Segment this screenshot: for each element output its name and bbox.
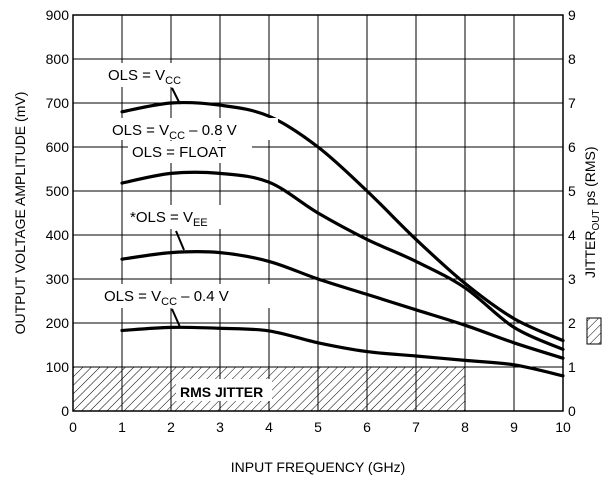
rms-jitter-label: RMS JITTER [180, 384, 263, 400]
series-line-3 [120, 325, 565, 378]
x-tick-label-7: 7 [412, 419, 420, 435]
ann-vcc04-arrow [171, 308, 181, 328]
ann-vcc-pre: OLS = V [108, 67, 165, 84]
annotation-ols-vcc: OLS = VCC [104, 63, 210, 105]
y-tick-label-6: 600 [46, 139, 70, 155]
y2-axis-title-main: JITTER [582, 231, 598, 278]
y2-axis-title-sub: OUT [591, 209, 602, 230]
series-line-1 [120, 170, 565, 351]
y2-axis-title: JITTEROUT ps (RMS) [582, 146, 602, 278]
tick-labels: 0 1 2 3 4 5 6 7 8 9 100100200300400500600700800900… [46, 7, 576, 435]
y2-tick-label-9: 9 [568, 7, 576, 23]
y2-tick-label-7: 7 [568, 95, 576, 111]
series-lines [120, 100, 565, 378]
y2-tick-label-8: 8 [568, 51, 576, 67]
y-axis-title: OUTPUT VOLTAGE AMPLITUDE (mV) [12, 92, 28, 335]
ann-vcc-arrow [171, 87, 181, 105]
x-tick-label-3: 3 [216, 419, 224, 435]
x-tick-label-0: 0 [69, 419, 77, 435]
svg-text:OLS = VCC: OLS = VCC [108, 67, 181, 87]
y-tick-label-7: 700 [46, 95, 70, 111]
x-tick-label-4: 4 [265, 419, 273, 435]
x-tick-label-8: 8 [461, 419, 469, 435]
ann-float: OLS = FLOAT [132, 144, 226, 161]
y2-tick-label-2: 2 [568, 315, 576, 331]
rms-jitter-label-bg [176, 379, 272, 401]
y2-axis-title-suffix: ps (RMS) [582, 146, 598, 209]
ann-vee-arrow [175, 230, 185, 251]
y2-tick-label-4: 4 [568, 227, 576, 243]
y-tick-label-5: 500 [46, 183, 70, 199]
svg-text:OLS = VCC – 0.8 V: OLS = VCC – 0.8 V [112, 122, 237, 142]
svg-text:OLS = VCC – 0.4 V: OLS = VCC – 0.4 V [104, 288, 229, 308]
x-tick-label-5: 5 [314, 419, 322, 435]
ann-vee-pre: *OLS = V [130, 209, 193, 226]
y-tick-label-9: 900 [46, 7, 70, 23]
x-axis-title: INPUT FREQUENCY (GHz) [231, 459, 406, 475]
jitter-legend-swatch [586, 317, 602, 345]
y-tick-label-2: 200 [46, 315, 70, 331]
plot-frame [72, 14, 564, 412]
ann-vcc08-pre: OLS = V [112, 122, 169, 139]
y-tick-label-8: 800 [46, 51, 70, 67]
y2-tick-label-1: 1 [568, 359, 576, 375]
ann-vcc04-pre: OLS = V [104, 288, 161, 305]
ann-vcc08-sub: CC [169, 130, 185, 142]
x-tick-label-10: 10 [555, 419, 571, 435]
x-tick-label-6: 6 [363, 419, 371, 435]
ann-vcc04-sub: CC [161, 296, 177, 308]
y2-tick-label-5: 5 [568, 183, 576, 199]
y-tick-label-1: 100 [46, 359, 70, 375]
y2-tick-label-3: 3 [568, 271, 576, 287]
annotation-ols-vcc-04: OLS = VCC – 0.4 V [100, 284, 278, 328]
x-tick-label-9: 9 [510, 419, 518, 435]
x-tick-label-2: 2 [167, 419, 175, 435]
ann-vcc-sub: CC [165, 75, 181, 87]
annotation-ols-float: OLS = FLOAT [128, 141, 252, 163]
y2-tick-label-0: 0 [568, 403, 576, 419]
series-line-2 [120, 250, 565, 360]
y-tick-label-3: 300 [46, 271, 70, 287]
annotation-ols-vcc-08: OLS = VCC – 0.8 V [108, 118, 278, 142]
series-line-0 [120, 100, 565, 343]
ann-vee-sub: EE [193, 217, 208, 229]
svg-text:*OLS = VEE: *OLS = VEE [130, 209, 208, 229]
y-tick-label-4: 400 [46, 227, 70, 243]
y2-tick-label-6: 6 [568, 139, 576, 155]
y-tick-label-0: 0 [61, 403, 69, 419]
x-tick-label-1: 1 [118, 419, 126, 435]
ann-vcc08-post: – 0.8 V [185, 122, 237, 139]
ann-vcc04-post: – 0.4 V [177, 288, 229, 305]
annotation-ols-vee: *OLS = VEE [126, 205, 224, 251]
